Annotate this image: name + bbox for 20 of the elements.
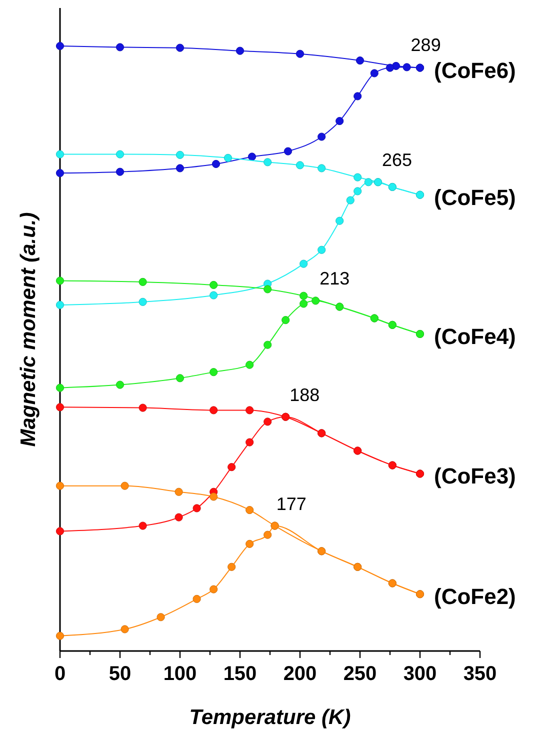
annotation: 265	[382, 150, 412, 170]
series-label: (CoFe4)	[434, 324, 516, 349]
x-tick-label: 50	[108, 663, 132, 685]
x-tick-label: 350	[463, 663, 497, 685]
y-axis-title: Magnetic moment (a.u.)	[17, 212, 40, 447]
x-tick-label: 200	[283, 663, 317, 685]
series-label: (CoFe5)	[434, 184, 516, 210]
x-tick-label: 100	[163, 663, 197, 685]
series-label: (CoFe6)	[434, 58, 516, 83]
annotation: 289	[410, 35, 441, 56]
series-label: (CoFe2)	[434, 584, 516, 610]
series-label: (CoFe3)	[434, 464, 516, 489]
x-tick-label: 0	[54, 663, 66, 685]
annotation: 188	[290, 384, 320, 405]
x-tick-label: 300	[403, 663, 437, 685]
x-tick-label: 250	[343, 663, 377, 685]
annotation: 213	[320, 268, 350, 289]
annotation: 177	[276, 494, 306, 514]
x-tick-label: 150	[223, 663, 257, 685]
x-axis-title: Temperature (K)	[189, 706, 351, 729]
